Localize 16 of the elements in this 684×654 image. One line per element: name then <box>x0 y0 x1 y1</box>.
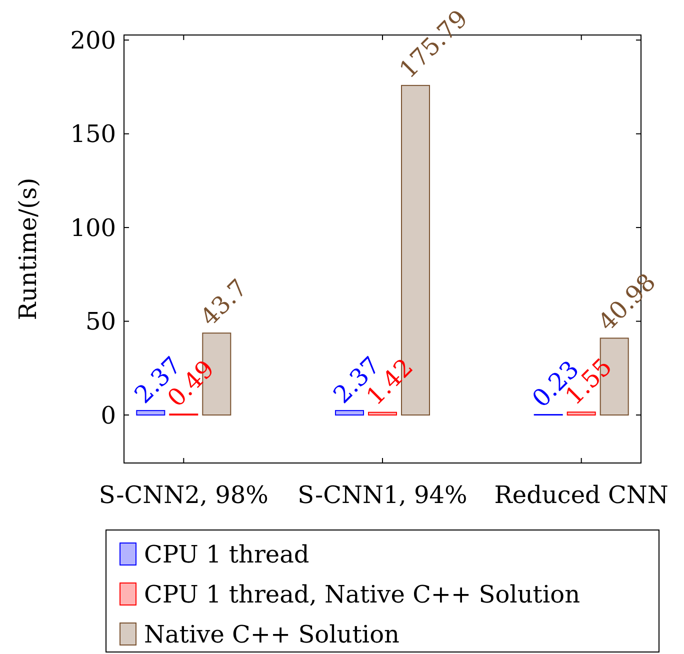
bar <box>136 410 166 416</box>
legend-label: CPU 1 thread <box>144 540 310 568</box>
y-tick-label: 150 <box>70 120 116 148</box>
y-tick-label: 50 <box>85 308 116 336</box>
x-tick-label: S-CNN1, 94% <box>298 481 468 509</box>
bar <box>368 412 397 416</box>
y-axis-title: Runtime/(s) <box>14 178 42 320</box>
legend-label: Native C++ Solution <box>144 620 400 648</box>
y-tick-label: 100 <box>70 214 116 242</box>
x-tick-label: S-CNN2, 98% <box>98 481 268 509</box>
bar <box>335 410 364 416</box>
bar <box>566 412 596 416</box>
y-tick-label: 0 <box>100 401 116 430</box>
x-tick-label: Reduced CNN <box>494 481 668 509</box>
legend-label: CPU 1 thread, Native C++ Solution <box>144 580 580 608</box>
y-tick-label: 200 <box>70 26 116 54</box>
